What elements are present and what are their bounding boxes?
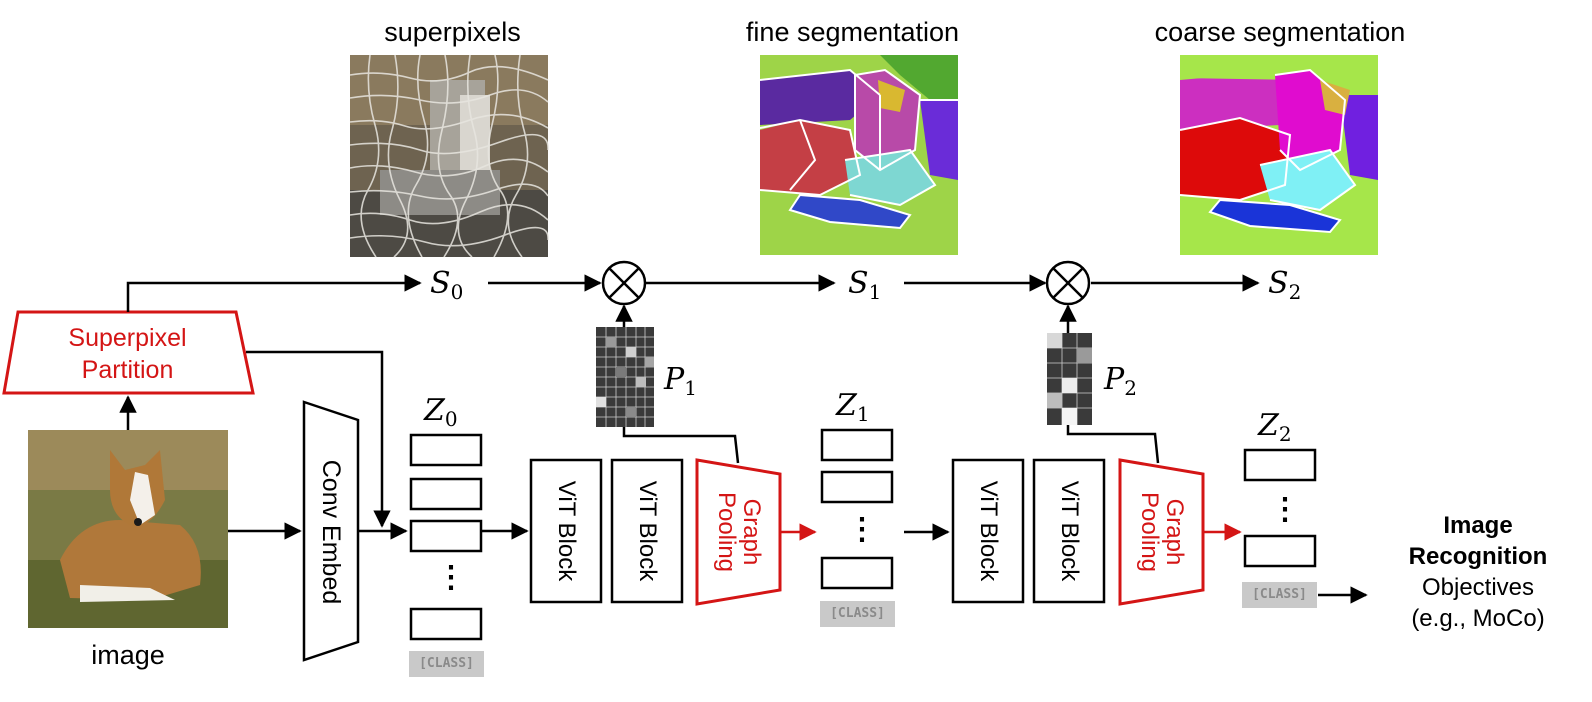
objectives-line-4: (e.g., MoCo) <box>1411 605 1545 632</box>
z2-sub: 2 <box>1278 422 1292 446</box>
p2-sub: 2 <box>1124 376 1137 400</box>
z1-ellipsis: ⋮ <box>847 513 877 546</box>
input-image-caption: image <box>91 640 165 670</box>
z1-label: Z1 <box>836 388 870 426</box>
z0-ellipsis: ⋮ <box>436 561 466 594</box>
fine-segmentation-image <box>759 55 958 255</box>
z1-token-stack <box>820 428 894 590</box>
graph-pooling-2-label: Graph Pooling <box>1136 491 1188 573</box>
superpixels-image <box>349 54 549 258</box>
conv-embed-label: Conv Embed <box>317 459 345 605</box>
p1-sub: 1 <box>684 376 697 400</box>
p1-matrix <box>596 327 654 427</box>
objectives-label: Image Recognition Objectives (e.g., MoCo… <box>1378 510 1578 634</box>
s2-label: S2 <box>1268 266 1301 304</box>
p2-label: P2 <box>1104 362 1137 400</box>
z2-token-stack <box>1243 448 1317 568</box>
input-image <box>28 430 228 628</box>
multiply-node-1 <box>601 260 647 306</box>
vit-block-3-label: ViT Block <box>975 480 1002 582</box>
z2-ellipsis: ⋮ <box>1270 493 1300 526</box>
s0-base: S <box>430 266 451 301</box>
vit-block-2-label: ViT Block <box>634 480 661 582</box>
s1-label: S1 <box>848 266 881 304</box>
z0-sub: 0 <box>444 407 458 431</box>
p2-base: P <box>1104 362 1125 397</box>
p1-base: P <box>664 362 685 397</box>
s1-base: S <box>848 266 869 301</box>
vit-block-4 <box>1032 458 1106 604</box>
objectives-line-3: Objectives <box>1421 574 1535 601</box>
graph-pooling-1-label: Graph Pooling <box>713 491 765 573</box>
objectives-line-1: Image <box>1443 512 1513 539</box>
fine-segmentation-title: fine segmentation <box>745 17 960 47</box>
z1-class-token: [CLASS] <box>820 601 895 627</box>
z2-class-token: [CLASS] <box>1242 582 1317 608</box>
superpixels-title: superpixels <box>384 17 521 47</box>
vit-block-1 <box>529 458 603 604</box>
vit-block-2 <box>610 458 684 604</box>
graph-pooling-block-2 <box>1118 458 1205 606</box>
coarse-segmentation-image <box>1179 55 1378 255</box>
objectives-line-2: Recognition <box>1408 543 1548 570</box>
vit-block-4-label: ViT Block <box>1056 480 1083 582</box>
z1-base: Z <box>836 388 857 423</box>
z0-base: Z <box>424 393 445 428</box>
vit-block-1-label: ViT Block <box>553 480 580 582</box>
vit-block-3 <box>951 458 1025 604</box>
conv-embed-block <box>302 400 360 662</box>
graph-pooling-block-1 <box>695 458 782 606</box>
superpixel-partition-block <box>2 310 255 395</box>
s0-sub: 0 <box>450 280 464 304</box>
z1-sub: 1 <box>856 402 870 426</box>
p2-matrix <box>1047 333 1092 425</box>
z2-label: Z2 <box>1258 408 1292 446</box>
z0-label: Z0 <box>424 393 458 431</box>
s2-base: S <box>1268 266 1289 301</box>
z0-token-stack <box>409 433 483 641</box>
s0-label: S0 <box>430 266 463 304</box>
superpixel-partition-label: Superpixel Partition <box>68 324 187 384</box>
coarse-segmentation-title: coarse segmentation <box>1154 17 1406 47</box>
z2-base: Z <box>1258 408 1279 443</box>
z0-class-token: [CLASS] <box>409 651 484 677</box>
p1-label: P1 <box>664 362 697 400</box>
s1-sub: 1 <box>868 280 882 304</box>
multiply-node-2 <box>1045 260 1091 306</box>
s2-sub: 2 <box>1288 280 1302 304</box>
